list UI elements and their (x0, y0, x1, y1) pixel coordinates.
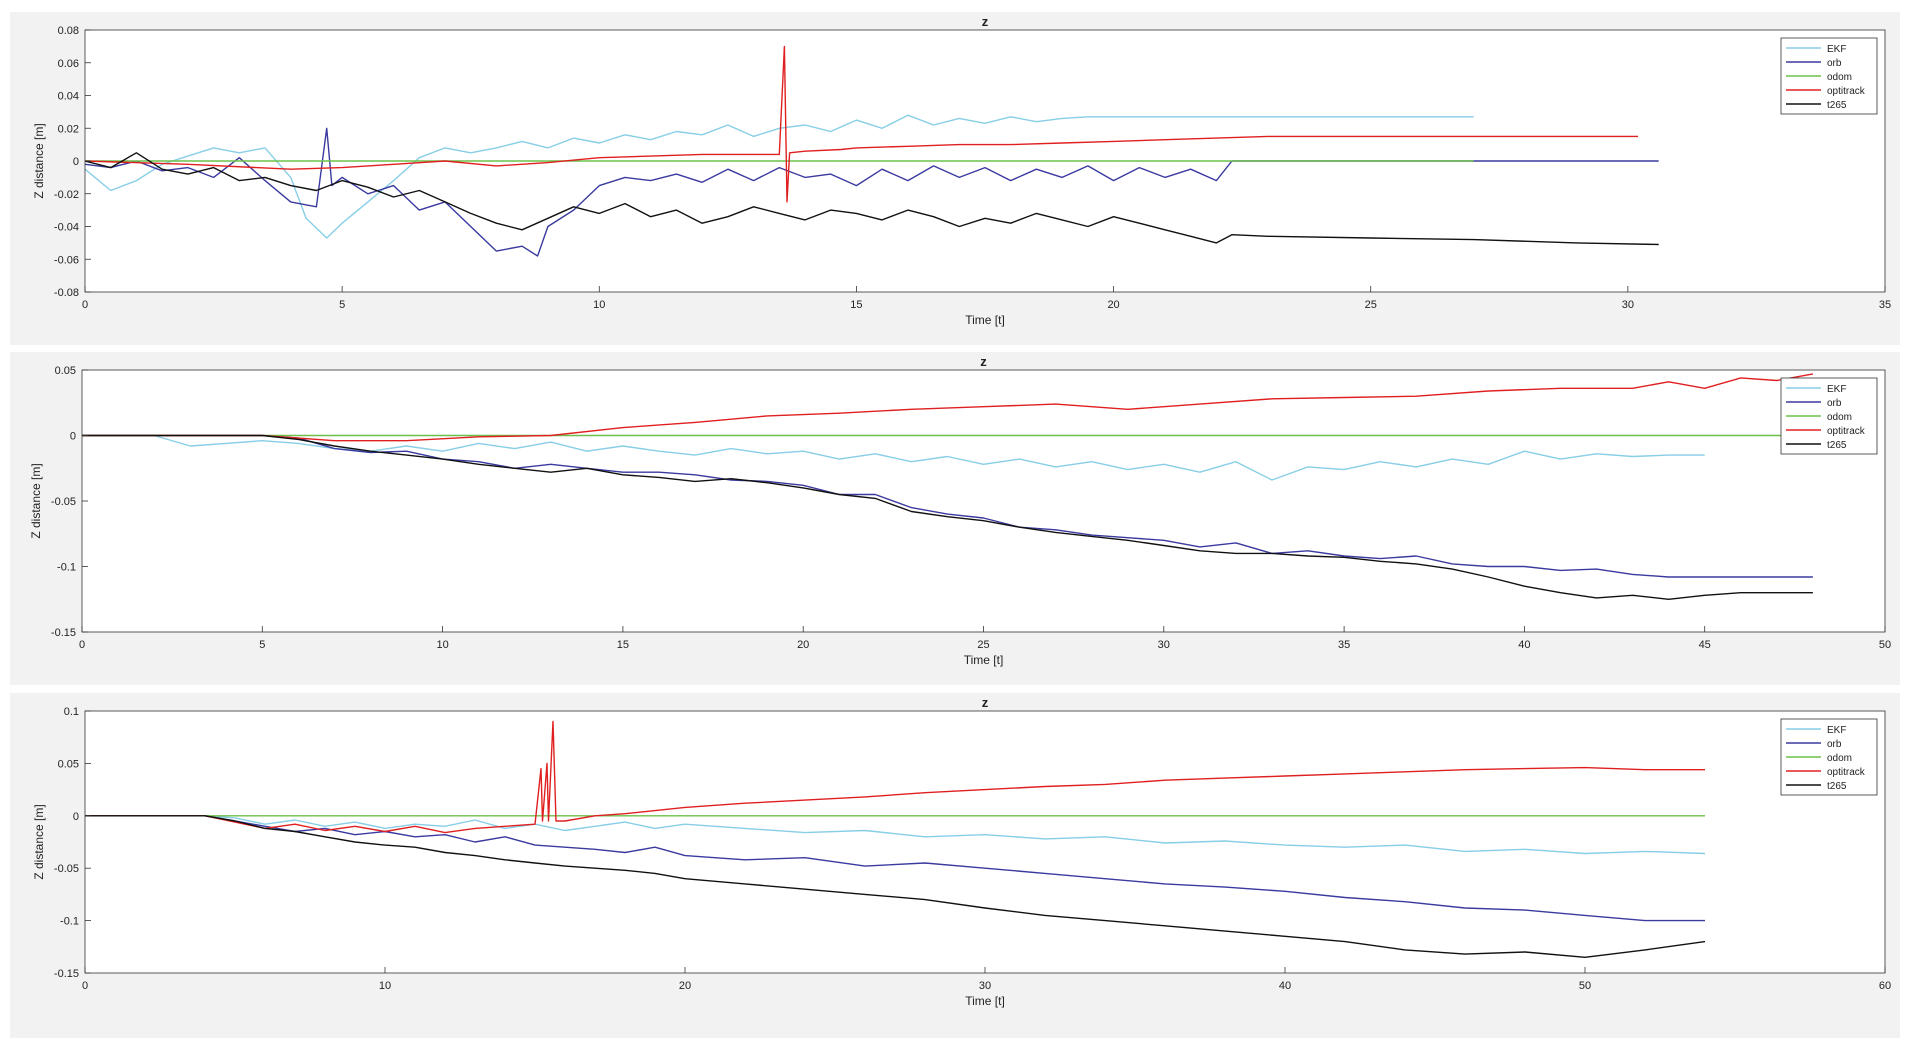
y-tick-label: -0.08 (54, 287, 79, 299)
x-tick-label: 5 (259, 639, 265, 651)
x-tick-label: 5 (339, 299, 345, 311)
y-tick-label: -0.04 (54, 222, 79, 234)
y-tick-label: 0.06 (58, 58, 79, 70)
x-tick-label: 15 (850, 299, 862, 311)
chart-3-svg: 0 10 20 30 40 50 60 -0.15 -0.1 -0.05 0 0.05 0.1 z Time… (32, 695, 1891, 1008)
x-tick-label: 40 (1279, 980, 1291, 992)
y-tick-label: -0.02 (54, 189, 79, 201)
y-tick-label: -0.05 (51, 496, 76, 508)
legend-label-optitrack: optitrack (1827, 426, 1866, 437)
legend-label-odom: odom (1827, 412, 1852, 423)
x-tick-label: 45 (1699, 639, 1711, 651)
x-tick-label: 20 (679, 980, 691, 992)
legend-label-optitrack: optitrack (1827, 86, 1866, 97)
legend: EKF orb odom optitrack t265 (1780, 377, 1878, 455)
x-tick-label: 35 (1879, 299, 1891, 311)
series-line-t265 (82, 434, 1813, 601)
y-axis-label: Z distance [m] (32, 123, 46, 198)
legend: EKF orb odom optitrack t265 (1780, 718, 1878, 796)
series-line-orb (85, 815, 1705, 922)
y-tick-label: -0.06 (54, 254, 79, 266)
legend-label-orb: orb (1827, 398, 1842, 409)
y-tick-label: -0.1 (60, 916, 79, 928)
legend-label-optitrack: optitrack (1827, 767, 1866, 778)
chart-panel-3: 0 10 20 30 40 50 60 -0.15 -0.1 -0.05 0 0.05 0.1 z Time… (10, 693, 1900, 1038)
series-line-optitrack (82, 373, 1814, 442)
y-tick-label: 0.08 (58, 25, 79, 37)
y-tick-label: -0.1 (57, 562, 76, 574)
series-line-optitrack (85, 45, 1639, 203)
chart-title: z (982, 14, 989, 29)
chart-2-svg: 0 5 10 15 20 25 30 35 40 45 50 -0.15 -0.1 -0.05 0 0.05 z… (29, 354, 1891, 667)
x-tick-label: 0 (82, 980, 88, 992)
x-tick-label: 40 (1518, 639, 1530, 651)
legend-label-orb: orb (1827, 739, 1842, 750)
series-line-t265 (85, 815, 1706, 958)
legend-label-t265: t265 (1827, 440, 1847, 451)
x-tick-label: 50 (1879, 639, 1891, 651)
x-tick-label: 50 (1579, 980, 1591, 992)
x-tick-label: 20 (797, 639, 809, 651)
x-tick-label: 30 (979, 980, 991, 992)
x-tick-label: 25 (977, 639, 989, 651)
legend-label-t265: t265 (1827, 100, 1847, 111)
y-tick-label: 0.05 (58, 758, 79, 770)
legend-label-odom: odom (1827, 753, 1852, 764)
x-tick-label: 10 (379, 980, 391, 992)
x-tick-label: 0 (79, 639, 85, 651)
series-line-t265 (85, 152, 1659, 246)
chart-panel-1: 0 5 10 15 20 25 30 35 -0.08 -0.06 -0.04 -0.02 0 0.02 0… (10, 12, 1900, 345)
x-tick-label: 20 (1107, 299, 1119, 311)
y-tick-label: -0.15 (51, 627, 76, 639)
legend-label-orb: orb (1827, 58, 1842, 69)
chart-1-svg: 0 5 10 15 20 25 30 35 -0.08 -0.06 -0.04 -0.02 0 0.02 0… (32, 14, 1891, 327)
x-tick-label: 0 (82, 299, 88, 311)
y-tick-label: 0 (73, 811, 79, 823)
y-axis-label: Z distance [m] (29, 463, 43, 538)
plot-area (82, 370, 1885, 632)
y-tick-label: 0 (73, 156, 79, 168)
series-line-EKF (82, 434, 1705, 481)
x-tick-label: 25 (1365, 299, 1377, 311)
y-tick-label: 0.05 (55, 365, 76, 377)
series-line-orb (82, 434, 1813, 578)
chart-title: z (982, 695, 989, 710)
x-tick-label: 35 (1338, 639, 1350, 651)
series-line-EKF (85, 815, 1706, 855)
y-tick-label: 0.1 (64, 706, 79, 718)
x-tick-label: 30 (1158, 639, 1170, 651)
x-tick-label: 15 (617, 639, 629, 651)
x-axis-label: Time [t] (965, 994, 1005, 1008)
legend-label-EKF: EKF (1827, 725, 1846, 736)
y-tick-label: -0.15 (54, 968, 79, 980)
x-tick-label: 60 (1879, 980, 1891, 992)
legend-label-EKF: EKF (1827, 384, 1846, 395)
y-tick-label: 0 (70, 431, 76, 443)
series-line-orb (85, 127, 1659, 257)
y-tick-label: -0.05 (54, 863, 79, 875)
chart-panel-2: 0 5 10 15 20 25 30 35 40 45 50 -0.15 -0.1 -0.05 0 0.05 z… (10, 352, 1900, 685)
series-line-EKF (85, 114, 1474, 239)
x-axis-label: Time [t] (965, 313, 1005, 327)
legend-label-odom: odom (1827, 72, 1852, 83)
plot-area (85, 711, 1885, 973)
y-tick-label: 0.02 (58, 123, 79, 135)
legend: EKF orb odom optitrack t265 (1780, 37, 1878, 115)
series-line-optitrack (85, 720, 1705, 834)
chart-title: z (980, 354, 987, 369)
x-tick-label: 10 (436, 639, 448, 651)
x-tick-label: 30 (1622, 299, 1634, 311)
y-tick-label: 0.04 (58, 91, 79, 103)
legend-label-t265: t265 (1827, 781, 1847, 792)
x-axis-label: Time [t] (964, 653, 1004, 667)
y-axis-label: Z distance [m] (32, 804, 46, 879)
legend-label-EKF: EKF (1827, 44, 1846, 55)
x-tick-label: 10 (593, 299, 605, 311)
